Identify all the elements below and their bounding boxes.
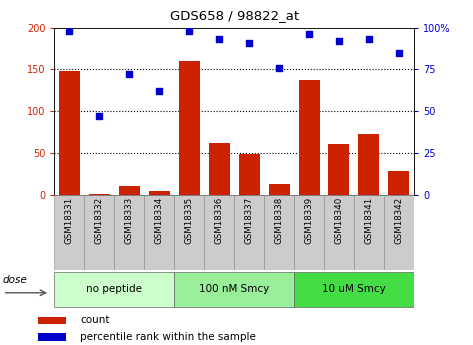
Bar (204, 195, 234, 270)
Text: GSM18331: GSM18331 (65, 197, 74, 244)
Bar (89, 194, 110, 195)
Bar (264, 195, 294, 270)
Text: percentile rank within the sample: percentile rank within the sample (80, 332, 256, 342)
Bar (119, 186, 140, 195)
Point (305, 31, 313, 37)
Bar (84, 195, 114, 270)
Text: GDS658 / 98822_at: GDS658 / 98822_at (170, 9, 298, 22)
Bar (38, 317, 66, 324)
Bar (149, 191, 170, 195)
Bar (384, 195, 414, 270)
Point (245, 40, 253, 46)
Point (395, 50, 403, 56)
Text: GSM18336: GSM18336 (215, 197, 224, 244)
Bar (269, 184, 289, 195)
Point (66, 28, 73, 34)
Point (156, 88, 163, 94)
Bar (359, 134, 379, 195)
Text: GSM18340: GSM18340 (334, 197, 343, 244)
Bar (174, 195, 204, 270)
Point (215, 37, 223, 42)
Text: no peptide: no peptide (86, 284, 142, 294)
Bar (144, 195, 174, 270)
Point (96, 114, 103, 119)
Bar (324, 195, 354, 270)
Text: GSM18339: GSM18339 (305, 197, 314, 244)
Point (275, 65, 283, 70)
Bar (54, 272, 174, 307)
Text: count: count (80, 315, 110, 325)
Text: GSM18337: GSM18337 (245, 197, 254, 244)
Text: GSM18341: GSM18341 (364, 197, 374, 244)
Bar (54, 195, 84, 270)
Text: GSM18333: GSM18333 (125, 197, 134, 244)
Text: GSM18332: GSM18332 (95, 197, 104, 244)
Text: 100 nM Smcy: 100 nM Smcy (199, 284, 269, 294)
Text: 10 uM Smcy: 10 uM Smcy (322, 284, 386, 294)
Text: dose: dose (3, 275, 27, 285)
Text: GSM18335: GSM18335 (184, 197, 194, 244)
Bar (59, 71, 80, 195)
Text: GSM18342: GSM18342 (394, 197, 403, 244)
Bar (174, 272, 294, 307)
Bar (388, 171, 409, 195)
Bar (234, 195, 264, 270)
Bar (294, 272, 414, 307)
Text: GSM18338: GSM18338 (274, 197, 284, 244)
Bar (179, 61, 200, 195)
Bar (354, 195, 384, 270)
Bar (328, 144, 350, 195)
Bar (38, 333, 66, 341)
Point (125, 72, 133, 77)
Point (365, 37, 373, 42)
Bar (238, 154, 260, 195)
Point (335, 38, 343, 44)
Bar (209, 143, 230, 195)
Bar (298, 80, 319, 195)
Bar (294, 195, 324, 270)
Point (185, 28, 193, 34)
Bar (114, 195, 144, 270)
Text: GSM18334: GSM18334 (155, 197, 164, 244)
